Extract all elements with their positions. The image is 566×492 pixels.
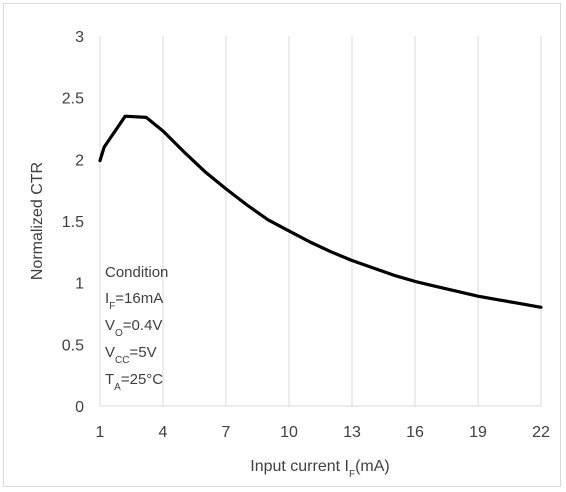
- gridlines: [99, 36, 542, 407]
- y-tick-label: 1: [75, 276, 84, 293]
- condition-heading: Condition: [105, 264, 168, 281]
- condition-vcc: VCC=5V: [105, 344, 157, 366]
- y-tick-label: 0.5: [62, 337, 84, 354]
- condition-ta: TA=25°C: [105, 371, 163, 393]
- y-tick-label: 1.5: [62, 214, 84, 231]
- cond-vcc-rest: =5V: [129, 344, 156, 361]
- cond-ta-rest: =25°C: [121, 371, 163, 388]
- cond-ta-main: T: [105, 371, 114, 388]
- y-axis-title: Normalized CTR: [29, 162, 46, 280]
- y-tick-labels: 0 0.5 1 1.5 2 2.5 3: [62, 29, 84, 416]
- x-axis-title-sub: F: [349, 469, 355, 480]
- y-tick-label: 0: [75, 399, 84, 416]
- series-group: [98, 114, 543, 309]
- x-tick-label: 22: [532, 424, 550, 441]
- x-tick-label: 16: [406, 424, 424, 441]
- cond-vcc-sub: CC: [115, 355, 129, 366]
- x-tick-label: 13: [343, 424, 361, 441]
- ctr-series-line: [98, 114, 543, 309]
- cond-if-sub: F: [109, 301, 115, 312]
- cond-if-main: I: [105, 290, 109, 307]
- cond-if-rest: =16mA: [115, 290, 163, 307]
- x-tick-label: 19: [469, 424, 487, 441]
- x-axis-title: Input current IF(mA): [250, 458, 389, 480]
- x-tick-label: 1: [96, 424, 105, 441]
- y-tick-label: 3: [75, 29, 84, 46]
- cond-vo-sub: O: [115, 328, 123, 339]
- x-tick-label: 10: [280, 424, 298, 441]
- condition-vo: VO=0.4V: [105, 317, 162, 339]
- cond-vo-rest: =0.4V: [123, 317, 163, 334]
- x-tick-labels: 1 4 7 10 13 16 19 22: [96, 424, 550, 441]
- cond-ta-sub: A: [114, 382, 121, 393]
- condition-box: Condition IF=16mA VO=0.4V VCC=5V TA=25°C: [105, 264, 168, 393]
- y-tick-label: 2.5: [62, 91, 84, 108]
- condition-if: IF=16mA: [105, 290, 163, 312]
- x-axis-title-main: Input current I: [250, 458, 349, 475]
- x-tick-label: 7: [222, 424, 231, 441]
- y-tick-label: 2: [75, 152, 84, 169]
- x-tick-label: 4: [159, 424, 168, 441]
- cond-vo-main: V: [105, 317, 115, 334]
- cond-vcc-main: V: [105, 344, 115, 361]
- x-axis-title-suffix: (mA): [355, 458, 390, 475]
